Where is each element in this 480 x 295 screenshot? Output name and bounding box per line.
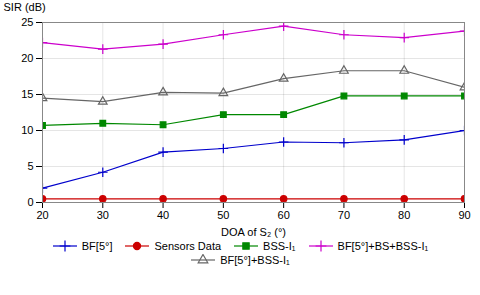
html-text:BF[5°]: BF[5°] [81, 240, 113, 252]
svg-text:60: 60 [278, 209, 290, 221]
svg-text:DOA of S₂ (°): DOA of S₂ (°) [221, 226, 286, 238]
svg-text:5: 5 [27, 160, 33, 172]
svg-text:25: 25 [21, 16, 33, 28]
svg-text:70: 70 [338, 209, 350, 221]
html-text:BF[5°]+BSS-I₁: BF[5°]+BSS-I₁ [220, 254, 290, 266]
svg-text:20: 20 [21, 52, 33, 64]
svg-text:SIR (dB): SIR (dB) [4, 1, 46, 13]
html-text:BF[5°]+BS+BSS-I₁: BF[5°]+BS+BSS-I₁ [337, 240, 429, 252]
svg-text:30: 30 [97, 209, 109, 221]
svg-text:20: 20 [36, 209, 48, 221]
svg-text:40: 40 [157, 209, 169, 221]
svg-text:90: 90 [458, 209, 470, 221]
svg-text:0: 0 [27, 196, 33, 208]
html-text:BSS-I₁: BSS-I₁ [263, 240, 296, 252]
svg-text:10: 10 [21, 124, 33, 136]
svg-text:80: 80 [398, 209, 410, 221]
html-text:Sensors Data: Sensors Data [154, 240, 222, 252]
svg-text:50: 50 [217, 209, 229, 221]
svg-text:15: 15 [21, 88, 33, 100]
